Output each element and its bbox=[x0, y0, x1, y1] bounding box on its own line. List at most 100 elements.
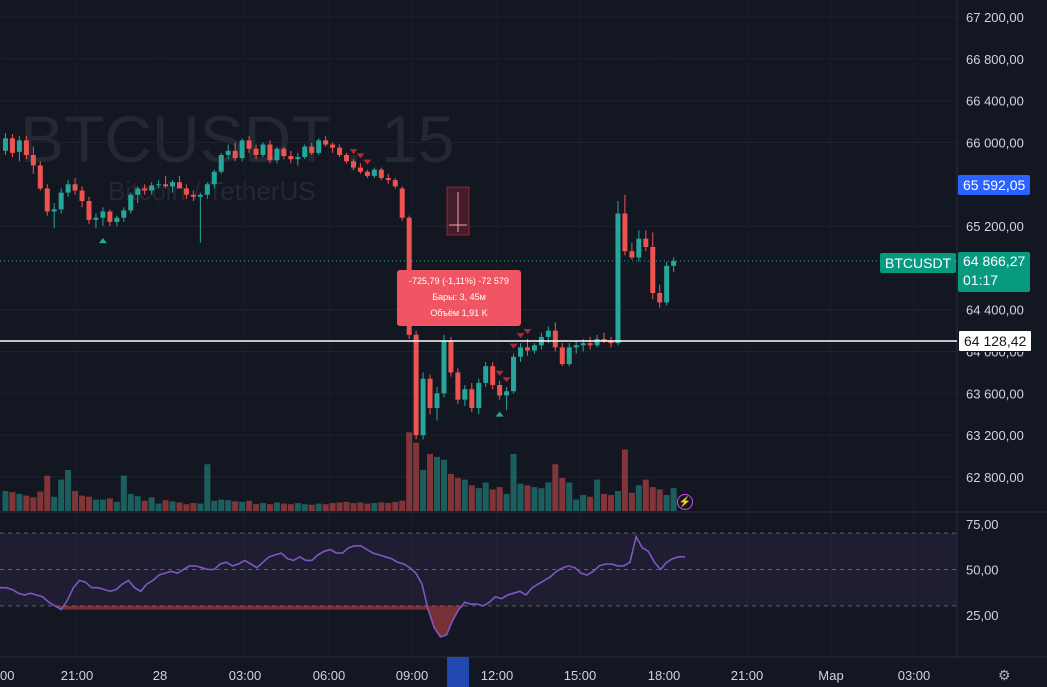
volume-bar bbox=[385, 503, 392, 511]
candle-body bbox=[170, 182, 176, 187]
measure-change: -725,79 (-1,11%) -72 579 bbox=[409, 276, 509, 286]
candle-body bbox=[121, 210, 127, 218]
measure-tooltip: -725,79 (-1,11%) -72 579 Бары: 3, 45м Об… bbox=[397, 270, 521, 326]
volume-bar bbox=[197, 503, 204, 511]
volume-bar bbox=[134, 496, 141, 511]
candle-body bbox=[344, 155, 350, 162]
time-tick-label: 03:00 bbox=[229, 668, 262, 683]
candle-body bbox=[511, 356, 517, 392]
volume-bar bbox=[357, 502, 364, 511]
volume-bar bbox=[510, 454, 517, 511]
volume-bar bbox=[86, 496, 92, 511]
volume-bar bbox=[72, 491, 79, 511]
volume-bar bbox=[440, 459, 447, 511]
volume-bar bbox=[113, 501, 120, 511]
volume-bar bbox=[621, 449, 628, 511]
price-tick-label: 66 000,00 bbox=[966, 135, 1024, 150]
candle-body bbox=[246, 140, 252, 149]
candle-body bbox=[504, 391, 510, 396]
volume-bar bbox=[531, 487, 538, 511]
volume-bar bbox=[649, 487, 656, 511]
rsi-tick-label: 50,00 bbox=[966, 563, 999, 578]
candle-body bbox=[524, 347, 530, 351]
volume-bar bbox=[79, 495, 86, 511]
volume-bar bbox=[155, 503, 162, 511]
volume-bar bbox=[225, 500, 232, 511]
candle-body bbox=[448, 341, 454, 373]
candle-body bbox=[476, 382, 482, 408]
candle-body bbox=[657, 293, 663, 303]
volume-bar bbox=[232, 501, 239, 511]
volume-bar bbox=[559, 477, 566, 511]
rsi-pane bbox=[0, 532, 957, 638]
volume-bar bbox=[260, 503, 266, 511]
volume-bar bbox=[141, 500, 148, 511]
last-price-tag: 64 866,27 01:17 bbox=[958, 252, 1031, 292]
candle-body bbox=[156, 184, 162, 186]
volume-bar bbox=[413, 442, 420, 511]
volume-bar bbox=[44, 475, 51, 511]
candle-body bbox=[371, 169, 377, 176]
candle-body bbox=[490, 366, 496, 385]
time-tick-label: 21:00 bbox=[61, 668, 94, 683]
candle-body bbox=[93, 217, 99, 220]
settings-gear-icon[interactable]: ⚙ bbox=[998, 667, 1011, 683]
buy-signal-marker bbox=[98, 238, 107, 244]
candle-body bbox=[392, 180, 398, 187]
candle-body bbox=[16, 140, 22, 152]
sell-signal-marker bbox=[516, 333, 525, 339]
candle-body bbox=[664, 265, 670, 303]
x-axis-highlight bbox=[447, 657, 469, 687]
volume-bar bbox=[475, 488, 482, 511]
volume-bars bbox=[2, 432, 677, 511]
candle-body bbox=[364, 171, 370, 176]
volume-bar bbox=[37, 491, 44, 511]
volume-bar bbox=[489, 489, 496, 511]
price-tick-label: 66 400,00 bbox=[966, 94, 1024, 109]
candle-body bbox=[552, 330, 558, 348]
volume-bar bbox=[2, 491, 9, 511]
candle-body bbox=[149, 185, 155, 191]
sell-signal-marker bbox=[363, 159, 372, 165]
volume-bar bbox=[517, 483, 524, 511]
volume-bar bbox=[322, 504, 329, 511]
volume-bar bbox=[336, 502, 343, 511]
candle-body bbox=[86, 201, 92, 220]
candle-body bbox=[239, 140, 245, 159]
candle-body bbox=[427, 378, 433, 408]
volume-bar bbox=[587, 496, 594, 511]
volume-bar bbox=[545, 482, 552, 511]
volume-bar bbox=[594, 479, 601, 511]
volume-bar bbox=[273, 502, 280, 511]
volume-bar bbox=[601, 493, 608, 511]
candle-body bbox=[225, 150, 231, 155]
volume-bar bbox=[162, 500, 169, 511]
candle-body bbox=[469, 389, 475, 408]
volume-bar bbox=[496, 487, 503, 511]
volume-bar bbox=[183, 504, 190, 511]
candle-body bbox=[107, 211, 113, 222]
candle-body bbox=[302, 146, 308, 158]
volume-bar bbox=[9, 492, 16, 511]
time-tick-label: 06:00 bbox=[313, 668, 346, 683]
candle-body bbox=[413, 334, 419, 436]
price-tick-label: 63 600,00 bbox=[966, 386, 1024, 401]
candle-body bbox=[399, 188, 405, 218]
volume-bar bbox=[287, 504, 294, 511]
candle-body bbox=[72, 184, 78, 191]
candle-body bbox=[497, 385, 503, 396]
candle-body bbox=[385, 178, 391, 181]
lightning-icon[interactable]: ⚡ bbox=[677, 494, 693, 510]
candle-body bbox=[176, 182, 182, 189]
candle-body bbox=[650, 247, 656, 293]
signal-markers bbox=[98, 149, 532, 417]
candle-body bbox=[260, 144, 266, 155]
candle-body bbox=[420, 378, 426, 436]
volume-bar bbox=[343, 501, 350, 511]
volume-bar bbox=[51, 496, 58, 511]
buy-signal-marker bbox=[495, 411, 504, 417]
candle-body bbox=[316, 140, 322, 153]
candle-body bbox=[559, 347, 565, 365]
volume-bar bbox=[65, 469, 72, 511]
